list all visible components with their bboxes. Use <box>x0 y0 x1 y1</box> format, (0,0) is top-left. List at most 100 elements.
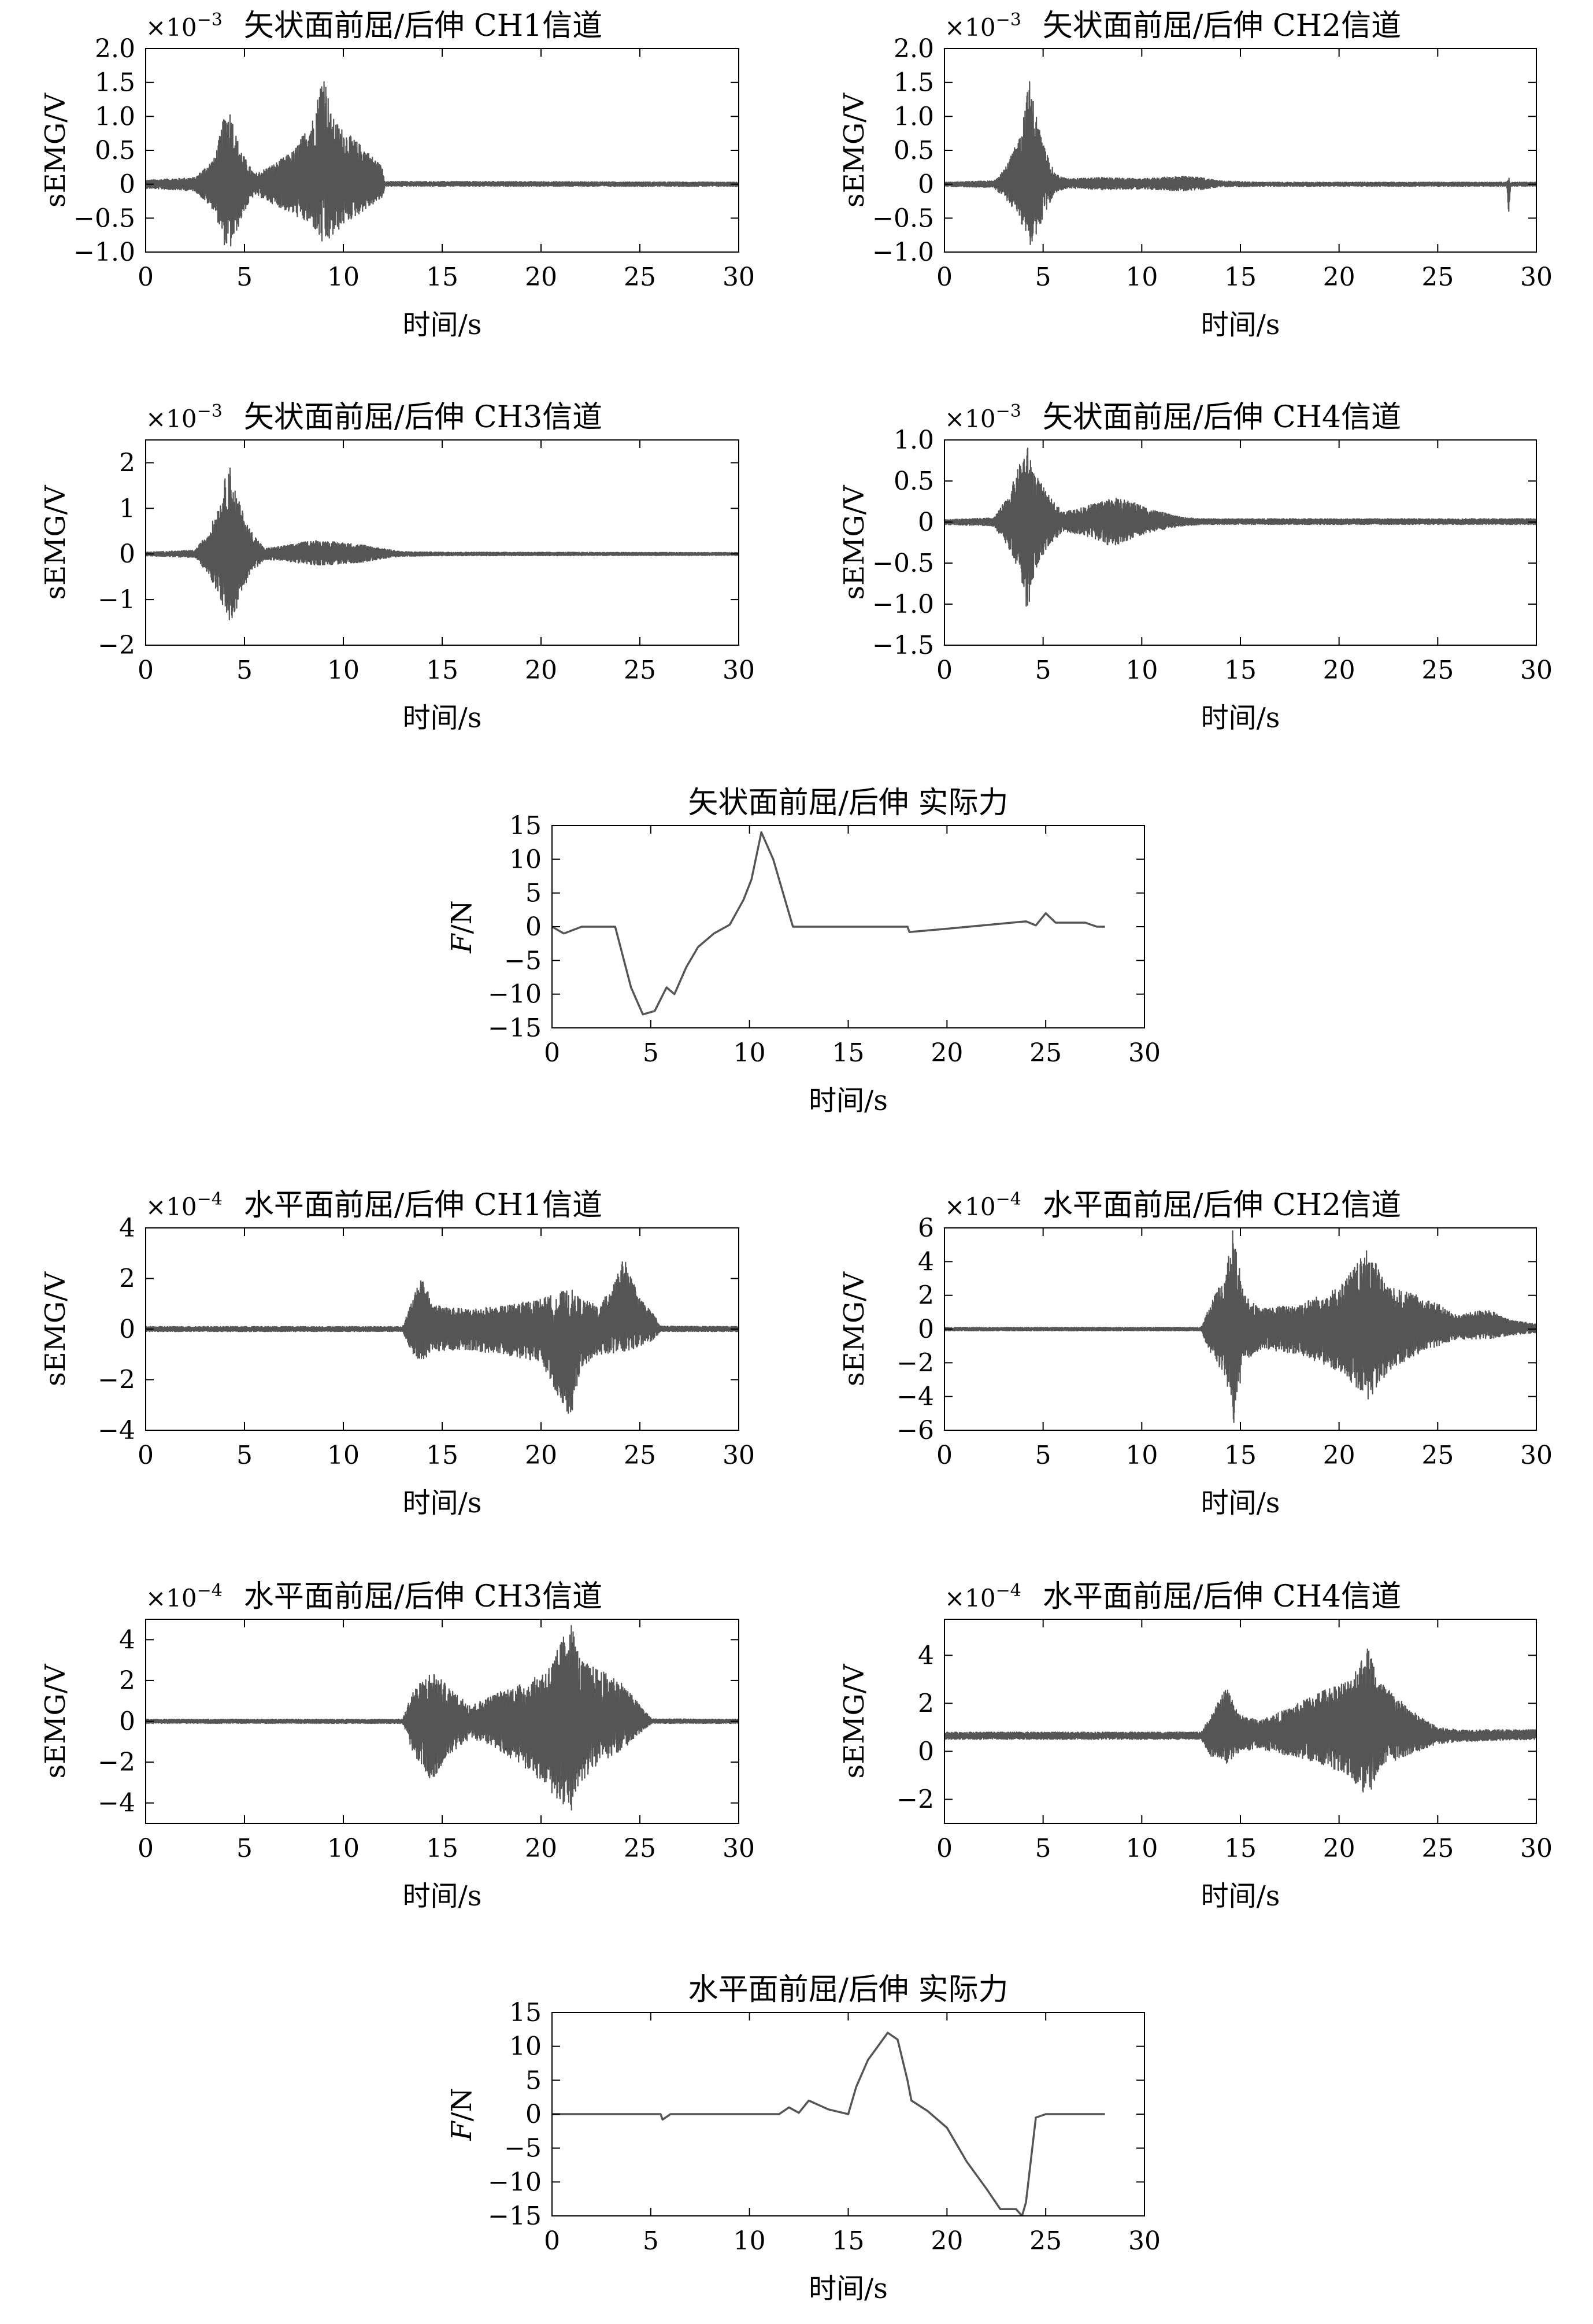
plot-area <box>944 81 1536 245</box>
x-axis-label: 时间/s <box>403 1487 482 1519</box>
x-tick-label: 5 <box>643 1038 659 1068</box>
x-tick-label: 20 <box>931 1038 963 1068</box>
exponent-label: ×10−4 <box>944 1189 1021 1221</box>
x-tick-label: 0 <box>936 262 953 292</box>
y-tick-label: 4 <box>119 1213 135 1243</box>
y-tick-label: −2 <box>896 1785 934 1814</box>
plot-area <box>146 1624 739 1811</box>
x-tick-label: 5 <box>1035 262 1051 292</box>
x-tick-label: 10 <box>1125 1834 1158 1863</box>
x-tick-label: 5 <box>236 1834 253 1863</box>
y-tick-label: 10 <box>509 2032 542 2062</box>
x-tick-label: 20 <box>525 656 557 685</box>
y-tick-label: 1.0 <box>95 102 135 131</box>
x-tick-label: 30 <box>1520 1441 1553 1470</box>
y-axis-label: F/N <box>446 2088 478 2141</box>
x-tick-label: 0 <box>544 2226 560 2256</box>
exponent-label: ×10−4 <box>944 1581 1021 1612</box>
x-tick-label: 5 <box>643 2226 659 2256</box>
y-tick-label: −0.5 <box>872 549 934 578</box>
plot-area <box>146 81 739 247</box>
y-tick-label: 2.0 <box>894 34 934 64</box>
y-tick-label: −0.5 <box>73 203 135 233</box>
x-axis-label: 时间/s <box>1201 1880 1280 1912</box>
x-tick-label: 10 <box>1125 262 1158 292</box>
x-tick-label: 30 <box>723 1834 755 1863</box>
exponent-label: ×10−4 <box>146 1189 223 1221</box>
x-tick-label: 15 <box>832 1038 865 1068</box>
plot-area <box>944 1230 1536 1423</box>
emg-signal-trace <box>146 1624 739 1811</box>
x-tick-label: 25 <box>624 656 656 685</box>
x-tick-label: 25 <box>1421 656 1454 685</box>
y-tick-label: −1.0 <box>872 590 934 619</box>
y-tick-label: −2 <box>896 1348 934 1378</box>
y-axis-label: sEMG/V <box>838 1663 870 1778</box>
y-tick-label: −10 <box>488 980 542 1009</box>
exponent-label: ×10−3 <box>944 401 1021 433</box>
y-tick-label: 0 <box>119 1315 135 1344</box>
x-tick-label: 30 <box>1128 2226 1161 2256</box>
chart-panel-2: 0 5 10 15 20 25 302.01.51.00.50−0.5−1.0时间/ssEM… <box>838 9 1553 341</box>
y-axis-label: sEMG/V <box>39 1663 72 1778</box>
force-trace <box>552 2031 1105 2216</box>
exponent-label: ×10−3 <box>146 401 223 433</box>
x-tick-label: 0 <box>138 262 154 292</box>
x-tick-label: 30 <box>1128 1038 1161 1068</box>
x-tick-label: 0 <box>936 1441 953 1470</box>
emg-signal-trace <box>146 467 739 620</box>
y-tick-label: 0 <box>525 2100 542 2129</box>
x-tick-label: 25 <box>624 1834 656 1863</box>
y-tick-label: −6 <box>896 1416 934 1445</box>
x-tick-label: 20 <box>525 262 557 292</box>
plot-area <box>552 2031 1105 2216</box>
y-tick-label: −1.0 <box>73 238 135 267</box>
y-axis-label: sEMG/V <box>838 92 870 208</box>
x-tick-label: 10 <box>1125 656 1158 685</box>
y-tick-label: 1.0 <box>894 425 934 455</box>
x-tick-label: 20 <box>1323 656 1355 685</box>
x-axis-label: 时间/s <box>403 1880 482 1912</box>
x-tick-label: 10 <box>327 656 360 685</box>
y-tick-label: 0.5 <box>894 467 934 496</box>
x-tick-label: 25 <box>624 262 656 292</box>
x-tick-label: 25 <box>1421 1441 1454 1470</box>
y-axis-label: sEMG/V <box>39 92 72 208</box>
y-tick-label: 2 <box>119 1264 135 1294</box>
chart-title: 水平面前屈/后伸 CH4信道 <box>1043 1579 1401 1614</box>
chart-title: 水平面前屈/后伸 实际力 <box>688 1973 1008 2007</box>
y-axis-label: sEMG/V <box>838 1271 870 1386</box>
chart-title: 矢状面前屈/后伸 实际力 <box>688 786 1008 820</box>
y-tick-label: 0 <box>918 1315 934 1344</box>
force-trace <box>552 831 1105 1016</box>
y-axis-label: sEMG/V <box>39 484 72 599</box>
y-tick-label: −1.0 <box>872 238 934 267</box>
x-tick-label: 0 <box>138 1834 154 1863</box>
y-tick-label: 1.5 <box>95 68 135 98</box>
x-tick-label: 15 <box>1224 656 1257 685</box>
y-tick-label: 0 <box>119 170 135 199</box>
x-tick-label: 30 <box>1520 656 1553 685</box>
x-tick-label: 20 <box>931 2226 963 2256</box>
x-tick-label: 5 <box>236 656 253 685</box>
x-tick-label: 10 <box>733 1038 766 1068</box>
y-tick-label: 5 <box>525 879 542 908</box>
plot-area <box>552 831 1105 1016</box>
x-axis-label: 时间/s <box>809 2273 888 2305</box>
y-tick-label: 4 <box>918 1641 934 1670</box>
x-tick-label: 30 <box>723 262 755 292</box>
y-tick-label: −15 <box>488 1013 542 1043</box>
y-tick-label: 0.5 <box>894 136 934 165</box>
y-tick-label: −1 <box>98 585 135 615</box>
x-axis-label: 时间/s <box>1201 1487 1280 1519</box>
x-tick-label: 5 <box>1035 1834 1051 1863</box>
x-tick-label: 10 <box>327 1441 360 1470</box>
x-tick-label: 0 <box>936 1834 953 1863</box>
x-tick-label: 5 <box>1035 1441 1051 1470</box>
x-axis-label: 时间/s <box>403 309 482 341</box>
x-tick-label: 15 <box>832 2226 865 2256</box>
chart-panel-5: 0 5 10 15 20 25 30 15 10 5 0 −5 −10 −15 时间/s F/N 矢状面前屈/后… <box>446 786 1161 1117</box>
